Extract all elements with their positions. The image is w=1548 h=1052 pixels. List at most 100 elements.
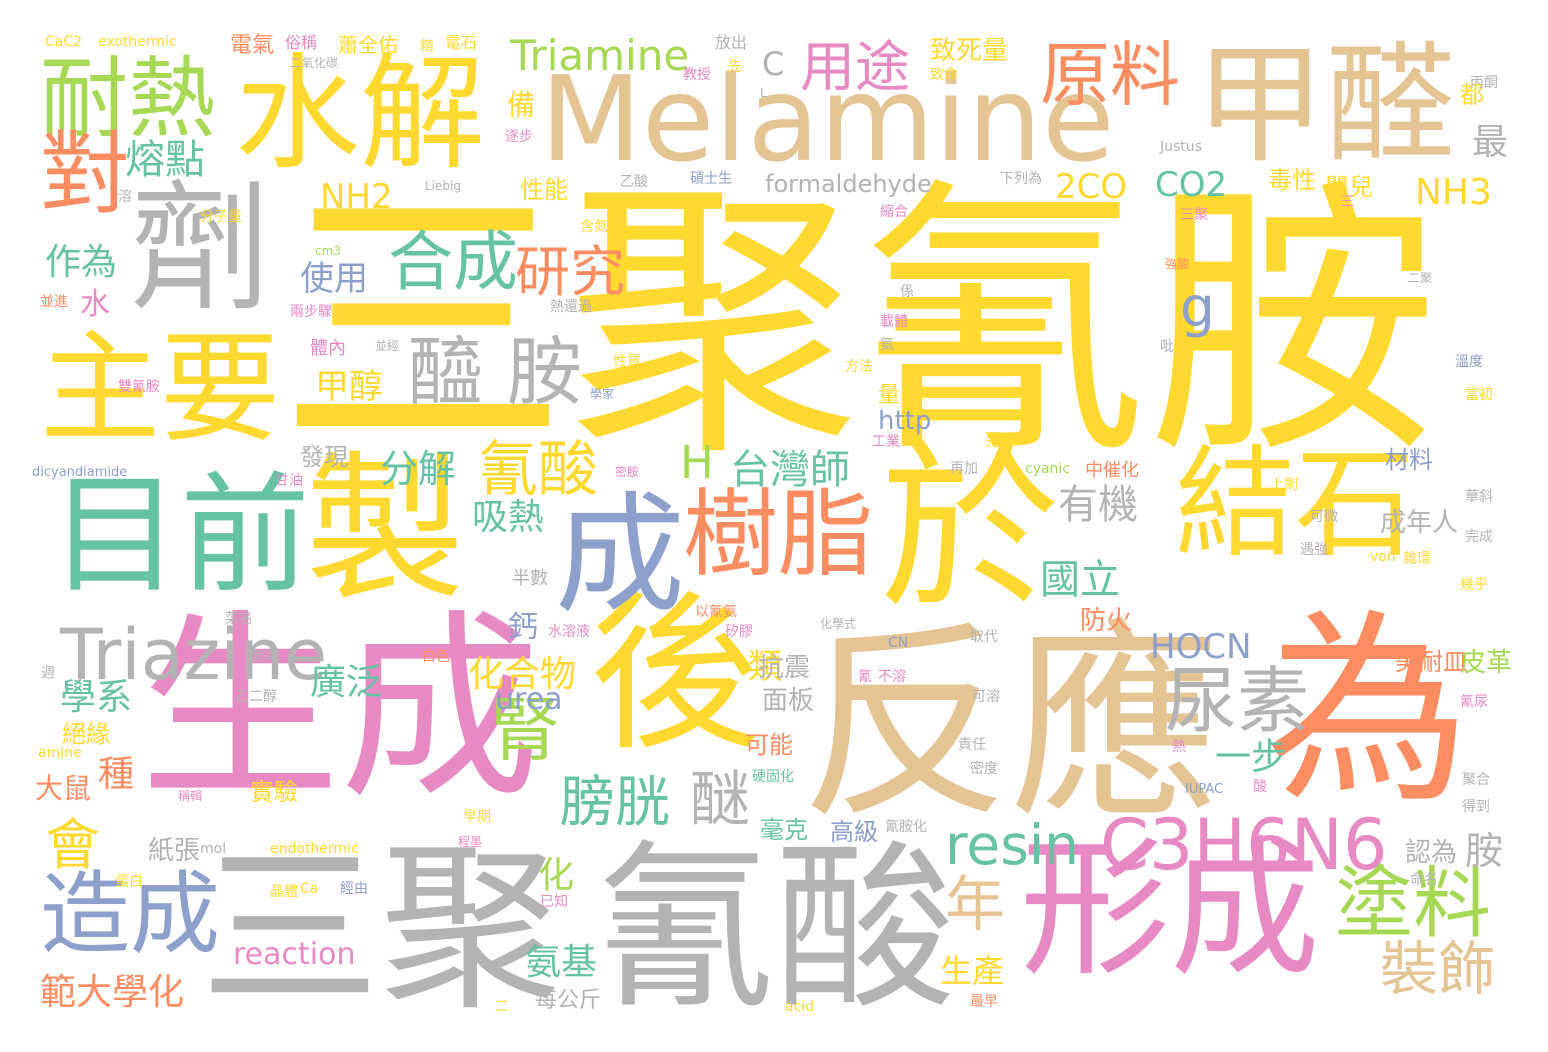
word-cjk-47: 台灣師 [730, 447, 850, 493]
word-cjk-184: 程墨 [458, 835, 483, 849]
word-cjk-16: 結石 [1175, 435, 1415, 574]
word-cjk-140: 溫度 [1455, 354, 1483, 370]
word-cjk-17: 主要 [40, 320, 280, 459]
word-cjk-146: 中催化 [1085, 460, 1139, 481]
word-cjk-89: 高級 [830, 818, 878, 846]
word-cjk-20: 造成 [40, 862, 220, 967]
word-cjk-78: 都 [1460, 81, 1484, 109]
word-cjk-119: 乙酸 [620, 174, 648, 190]
word-cjk-55: 化合物 [468, 654, 577, 695]
word-cjk-59: 一步 [1215, 737, 1288, 778]
word-cjk-25: 塗料 [1335, 859, 1492, 949]
word-cjk-136: 性質 [613, 354, 641, 370]
word-c3h6n6: C3H6N6 [1100, 804, 1388, 886]
word-cjk-79: 成年人 [1380, 508, 1459, 538]
word-cjk-165: 氰尿 [1460, 694, 1488, 710]
word-cjk-3: 三聚 [200, 825, 561, 1034]
word-formaldehyde: formaldehyde [765, 170, 932, 198]
word-cjk-105: 蕭全佑 [338, 33, 398, 57]
word-cjk-141: 當初 [1465, 387, 1493, 403]
word-co2: CO2 [1155, 165, 1228, 205]
word-cjk-130: 載體 [880, 314, 908, 330]
word-cjk-66: 鈣 [508, 610, 538, 645]
word-cjk-27: 合成 [388, 225, 519, 300]
word-cjk-161: 化學式 [820, 617, 857, 631]
word-cjk-87: 可能 [745, 731, 793, 759]
word-cjk-159: 以氰氨 [695, 604, 737, 620]
word-melamine: Melamine [540, 50, 1115, 188]
word-cjk-74: 性能 [520, 176, 568, 204]
word-cjk-91: 紙張 [148, 836, 201, 866]
word-cjk-34: 研究 [515, 240, 626, 304]
word-cjk-133: 強酸 [1165, 257, 1190, 271]
word-cjk-48: 有機 [1058, 482, 1138, 528]
word-cjk-6: 為 [1265, 593, 1470, 831]
word-c: C [762, 45, 785, 83]
word-cjk-166: 無味 [252, 649, 280, 665]
word-http: http [878, 406, 932, 436]
word-cjk-126: 並進 [40, 294, 68, 310]
word-cjk-0: 三聚氰胺 [278, 156, 1438, 493]
word-cjk-67: 類 [748, 647, 782, 687]
word-cjk-137: 雙氰胺 [118, 379, 160, 395]
word-cjk-19: 樹脂 [683, 480, 874, 590]
word-cjk-57: 廣泛 [310, 662, 383, 703]
word-cjk-26: 尿素 [1165, 659, 1310, 743]
word-cjk-56: 學系 [60, 677, 133, 718]
word-cjk-54: 吸熱 [472, 497, 545, 538]
word-urea: urea [495, 682, 563, 717]
word-ca: Ca [300, 881, 319, 897]
word-cjk-162: 水溶液 [548, 624, 590, 640]
word-cjk-88: 毫克 [760, 816, 808, 844]
word-cjk-138: 學家 [590, 387, 615, 401]
word-cjk-107: 電石 [445, 33, 478, 52]
word-cjk-135: 並經 [375, 339, 400, 353]
word-cjk-98: 體內 [310, 338, 346, 359]
word-cjk-73: 備 [503, 90, 536, 118]
word-cjk-180: 酸 [1253, 779, 1267, 795]
word-cjk-120: 碩士生 [690, 171, 732, 187]
word-cjk-94: 發現 [300, 443, 348, 471]
word-cjk-62: 氨基 [525, 942, 598, 983]
word-cjk-77: 最 [1472, 122, 1509, 163]
word-cyanic: cyanic [1025, 461, 1071, 477]
word-cjk-112: 先 [728, 59, 742, 75]
word-cjk-110: 二氧化碳 [290, 56, 339, 70]
word-cjk-23: 對 [40, 122, 130, 227]
word-nh3: NH3 [1415, 172, 1492, 213]
word-cm3: cm3 [315, 244, 341, 258]
word-cjk-183: 氰胺化 [885, 819, 927, 835]
word-cjk-150: 甘油 [275, 473, 303, 489]
word-cjk-118: 分子量 [200, 209, 242, 225]
word-cjk-168: 氰 [858, 669, 872, 685]
word-h: H [680, 436, 714, 489]
word-cjk-182: 早期 [463, 809, 491, 825]
word-cjk-108: 放出 [715, 33, 748, 52]
word-cjk-121: 下列為 [1000, 171, 1042, 187]
word-cjk-178: 聚合 [1462, 772, 1490, 788]
word-cjk-132: 吡 [1160, 339, 1174, 355]
word-cjk-197: 三 [1340, 194, 1354, 210]
word-cjk-38: 裝飾 [1380, 935, 1497, 1003]
word-cjk-1: 反應 [800, 602, 1221, 847]
word-cjk-190: 經由 [340, 881, 368, 897]
word-cjk-92: 絕緣 [62, 720, 110, 748]
word-cjk-85: 抗震 [758, 653, 811, 683]
word-cjk-24: 原料 [1040, 34, 1180, 116]
word-cjk-84: 面板 [762, 686, 815, 716]
word-cjk-173: 稱輯 [178, 789, 203, 803]
word-cjk-153: 完成 [1465, 529, 1493, 545]
word-cjk-28: 醯 胺 [408, 328, 582, 416]
word-justus: Justus [1160, 139, 1202, 155]
word-cjk-12: 水解 [235, 42, 485, 187]
word-cjk-123: 含氮 [580, 219, 608, 235]
word-acid: acid [785, 999, 815, 1015]
word-cjk-191: 已知 [540, 894, 568, 910]
word-nh2: NH2 [320, 177, 393, 217]
word-cjk-157: 幾乎 [1460, 577, 1488, 593]
word-cjk-75: 毒性 [1268, 166, 1316, 194]
word-cjk-14: 目前 [50, 459, 311, 611]
word-g: g [1180, 275, 1215, 339]
word-cjk-76: 嬰兒 [1325, 173, 1373, 201]
word-cjk-8: 製 [305, 436, 466, 623]
